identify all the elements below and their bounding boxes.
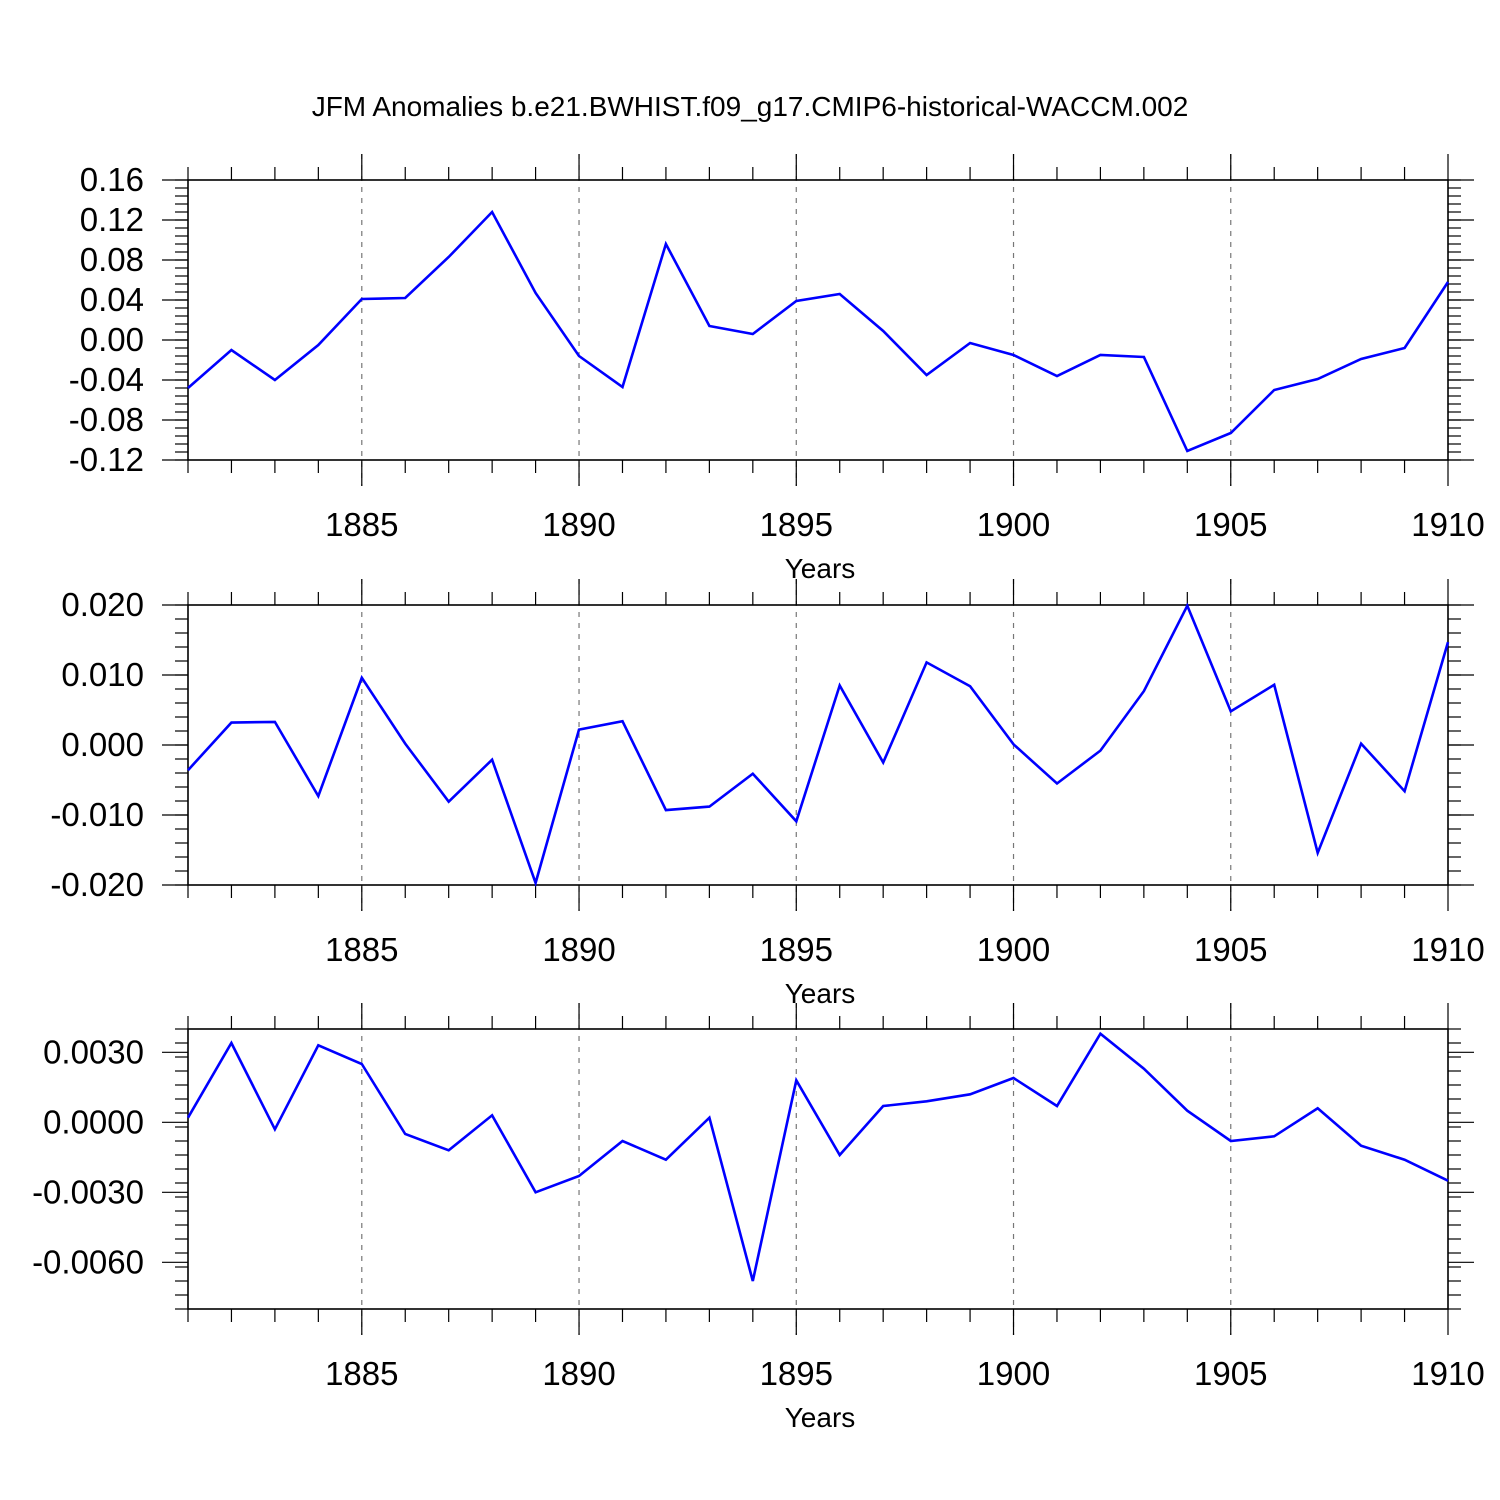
y-axis-title-unit: m	[17, 585, 48, 616]
y-tick-label: 0.000	[61, 726, 144, 763]
y-tick-label: 0.12	[80, 201, 144, 238]
x-tick-label: 1900	[977, 1355, 1050, 1392]
chart-panel-1: -0.12-0.08-0.040.000.040.080.120.16 1885 1…	[16, 154, 1485, 584]
x-tick-label: 1895	[760, 506, 833, 543]
y-tick-label: -0.0060	[32, 1243, 144, 1280]
x-tick-label: 1910	[1411, 931, 1484, 968]
y-axis-title-unit-exponent: 2	[16, 1033, 35, 1042]
y-axis-title-text: CArc Snow Volume 10	[17, 635, 48, 915]
plot-frame	[187, 1028, 1449, 1310]
data-series-line	[186, 1031, 1449, 1282]
chart-panels: -0.12-0.08-0.040.000.040.080.120.16 1885 1…	[16, 154, 1485, 1433]
y-tick-label: 0.04	[80, 281, 144, 318]
y-tick-label: 0.16	[80, 161, 144, 198]
chart-panel-2: -0.020 -0.010 0.000 0.010 0.020 1885 1890 1895 1…	[16, 575, 1485, 1009]
y-axis-title-unit-exponent: 3	[16, 575, 35, 584]
x-tick-label: 1890	[542, 506, 615, 543]
x-axis-title: Years	[785, 978, 856, 1009]
y-tick-label: -0.0030	[32, 1173, 144, 1210]
y-axis-title: CArc Ice Volume 1013 m3	[16, 167, 48, 474]
y-axis-title-unit: m	[17, 176, 48, 207]
x-tick-label: 1910	[1411, 1355, 1484, 1392]
x-tick-label: 1895	[760, 1355, 833, 1392]
x-tick-label: 1905	[1194, 931, 1267, 968]
y-axis-title-exponent: 13	[16, 616, 35, 635]
y-axis-title-text: CArc Ice Volume 10	[17, 226, 48, 473]
plot-frame	[187, 179, 1449, 461]
x-tick-label: 1890	[542, 931, 615, 968]
x-tick-label: 1910	[1411, 506, 1484, 543]
y-tick-label: -0.010	[50, 796, 144, 833]
x-tick-label: 1900	[977, 931, 1050, 968]
y-tick-label: -0.08	[69, 401, 144, 438]
y-axis-title-unit-exponent: 3	[16, 167, 35, 176]
y-tick-label: 0.020	[61, 586, 144, 623]
figure-title: JFM Anomalies b.e21.BWHIST.f09_g17.CMIP6…	[312, 91, 1189, 122]
y-tick-label: 0.08	[80, 241, 144, 278]
y-tick-label: 0.00	[80, 321, 144, 358]
y-axis-title-exponent: 13	[16, 1074, 35, 1093]
x-axis-title: Years	[785, 1402, 856, 1433]
data-series-line	[187, 209, 1450, 453]
y-tick-label: -0.04	[69, 361, 144, 398]
x-axis-title: Years	[785, 553, 856, 584]
y-axis-title-exponent: 13	[16, 207, 35, 226]
x-tick-label: 1890	[542, 1355, 615, 1392]
y-tick-label: 0.0000	[43, 1103, 144, 1140]
x-tick-label: 1895	[760, 931, 833, 968]
plot-frame	[187, 604, 1449, 886]
x-tick-label: 1885	[325, 931, 398, 968]
y-tick-label: 0.0030	[43, 1033, 144, 1070]
y-tick-label: -0.020	[50, 866, 144, 903]
x-tick-label: 1900	[977, 506, 1050, 543]
x-tick-label: 1885	[325, 506, 398, 543]
y-axis-title: CArc Snow Volume 1013 m3	[16, 575, 48, 915]
x-tick-label: 1905	[1194, 1355, 1267, 1392]
x-tick-label: 1905	[1194, 506, 1267, 543]
x-tick-label: 1885	[325, 1355, 398, 1392]
y-tick-label: -0.12	[69, 441, 144, 478]
data-series-line	[187, 602, 1450, 888]
chart-panel-3: -0.0060 -0.0030 0.0000 0.0030 1885 1890 1895 19…	[16, 1003, 1485, 1433]
y-tick-label: 0.010	[61, 656, 144, 693]
